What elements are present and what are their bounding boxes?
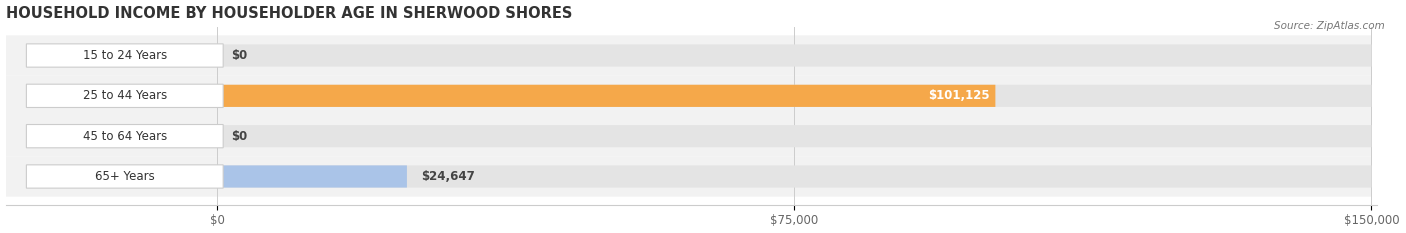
FancyBboxPatch shape	[27, 124, 224, 148]
FancyBboxPatch shape	[218, 85, 995, 107]
Text: 65+ Years: 65+ Years	[94, 170, 155, 183]
Text: HOUSEHOLD INCOME BY HOUSEHOLDER AGE IN SHERWOOD SHORES: HOUSEHOLD INCOME BY HOUSEHOLDER AGE IN S…	[6, 6, 572, 21]
FancyBboxPatch shape	[6, 116, 1371, 156]
Text: $0: $0	[231, 130, 247, 143]
FancyBboxPatch shape	[218, 125, 1371, 147]
Text: Source: ZipAtlas.com: Source: ZipAtlas.com	[1274, 21, 1385, 31]
Text: $24,647: $24,647	[420, 170, 474, 183]
FancyBboxPatch shape	[218, 165, 1371, 188]
FancyBboxPatch shape	[27, 165, 224, 188]
FancyBboxPatch shape	[218, 45, 1371, 67]
FancyBboxPatch shape	[27, 84, 224, 107]
Text: 45 to 64 Years: 45 to 64 Years	[83, 130, 167, 143]
FancyBboxPatch shape	[6, 156, 1371, 197]
Text: $0: $0	[231, 49, 247, 62]
Text: 25 to 44 Years: 25 to 44 Years	[83, 89, 167, 102]
FancyBboxPatch shape	[6, 76, 1371, 116]
FancyBboxPatch shape	[6, 35, 1371, 76]
Text: 15 to 24 Years: 15 to 24 Years	[83, 49, 167, 62]
FancyBboxPatch shape	[27, 44, 224, 67]
FancyBboxPatch shape	[218, 165, 406, 188]
Text: $101,125: $101,125	[928, 89, 990, 102]
FancyBboxPatch shape	[218, 85, 1371, 107]
